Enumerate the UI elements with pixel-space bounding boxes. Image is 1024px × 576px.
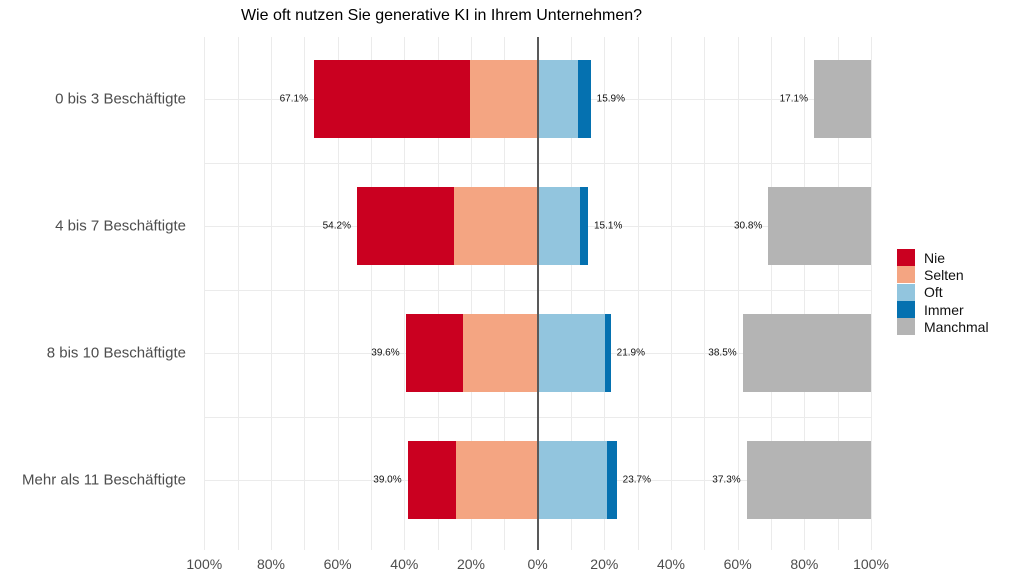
bar-segment-manchmal	[746, 441, 871, 519]
y-category-label: 0 bis 3 Beschäftigte	[55, 90, 186, 108]
y-category-label: 8 bis 10 Beschäftigte	[46, 344, 186, 362]
y-category-label: Mehr als 11 Beschäftigte	[22, 471, 186, 489]
legend-label: Nie	[924, 249, 946, 266]
value-label-manchmal: 37.3%	[712, 474, 741, 486]
gridline-vertical	[804, 37, 806, 550]
gridline-vertical	[404, 37, 406, 550]
legend-swatch-oft	[897, 283, 915, 301]
legend-item-immer: Immer	[897, 301, 989, 319]
gridline-vertical	[337, 37, 339, 550]
legend-label: Immer	[924, 301, 964, 318]
x-tick-label: 100%	[186, 556, 223, 572]
gridline-vertical	[504, 37, 506, 550]
x-tick-label: 60%	[323, 556, 352, 572]
value-label-left-total: 39.6%	[371, 347, 400, 359]
legend-label: Oft	[924, 284, 943, 301]
gridline-vertical	[871, 37, 872, 550]
chart-title: Wie oft nutzen Sie generative KI in Ihre…	[240, 7, 643, 24]
bar-segment-selten	[470, 60, 538, 138]
gridline-vertical	[237, 37, 239, 550]
gridline-vertical	[304, 37, 306, 550]
value-label-manchmal: 30.8%	[733, 220, 763, 232]
zero-reference-line	[536, 37, 539, 550]
legend-swatch-manchmal	[897, 318, 915, 336]
x-tick-label: 20%	[456, 556, 485, 572]
legend-item-manchmal: Manchmal	[897, 318, 989, 336]
legend-item-nie: Nie	[897, 249, 989, 267]
gridline-vertical	[704, 37, 706, 550]
x-tick-label: 100%	[853, 556, 889, 572]
value-label-manchmal: 17.1%	[779, 93, 808, 105]
legend-item-selten: Selten	[897, 266, 989, 284]
gridline-vertical	[204, 37, 206, 550]
bar-segment-oft	[537, 441, 607, 519]
bar-segment-immer	[606, 441, 617, 519]
value-label-left-total: 67.1%	[279, 93, 308, 105]
bar-segment-immer	[605, 314, 611, 392]
gridline-vertical	[637, 37, 639, 550]
value-label-right-total: 15.9%	[596, 93, 625, 105]
bar-segment-selten	[462, 314, 538, 392]
gridline-vertical	[570, 37, 572, 550]
bar-segment-manchmal	[742, 314, 871, 392]
bar-segment-nie	[313, 60, 471, 138]
legend-swatch-immer	[897, 301, 915, 319]
bar-segment-nie	[405, 314, 463, 392]
bar-segment-immer	[579, 187, 588, 265]
bar-segment-oft	[537, 314, 606, 392]
bar-segment-manchmal	[768, 187, 871, 265]
x-tick-label: 0%	[527, 556, 548, 572]
gridline-vertical	[437, 37, 439, 550]
value-label-right-total: 15.1%	[593, 220, 623, 232]
gridline-vertical	[770, 37, 772, 550]
x-tick-label: 20%	[590, 556, 619, 572]
bar-segment-nie	[356, 187, 455, 265]
value-label-left-total: 54.2%	[322, 220, 351, 232]
gridline-vertical	[737, 37, 739, 550]
legend-item-oft: Oft	[897, 283, 989, 301]
bar-segment-manchmal	[813, 60, 871, 138]
legend-label: Selten	[924, 266, 964, 283]
value-label-right-total: 21.9%	[616, 347, 645, 359]
y-category-label: 4 bis 7 Beschäftigte	[55, 217, 186, 235]
legend-label: Manchmal	[924, 318, 989, 335]
legend-swatch-selten	[897, 266, 915, 284]
gridline-vertical	[670, 37, 672, 550]
x-tick-label: 40%	[656, 556, 685, 572]
x-tick-label: 40%	[390, 556, 419, 572]
bar-segment-oft	[537, 187, 580, 265]
x-tick-label: 60%	[723, 556, 752, 572]
value-label-left-total: 39.0%	[373, 474, 402, 486]
bar-segment-selten	[455, 441, 538, 519]
value-label-right-total: 23.7%	[622, 474, 651, 486]
gridline-vertical	[270, 37, 272, 550]
x-tick-label: 80%	[790, 556, 819, 572]
gridline-vertical	[470, 37, 472, 550]
legend-swatch-nie	[897, 249, 915, 267]
gridline-vertical	[370, 37, 372, 550]
bar-segment-nie	[407, 441, 456, 519]
bar-segment-oft	[537, 60, 579, 138]
value-label-manchmal: 38.5%	[708, 347, 737, 359]
legend: Nie Selten Oft Immer Manchmal	[897, 249, 989, 336]
bar-segment-immer	[578, 60, 591, 138]
gridline-vertical	[604, 37, 606, 550]
gridline-vertical	[837, 37, 839, 550]
bar-segment-selten	[454, 187, 538, 265]
x-tick-label: 80%	[256, 556, 285, 572]
